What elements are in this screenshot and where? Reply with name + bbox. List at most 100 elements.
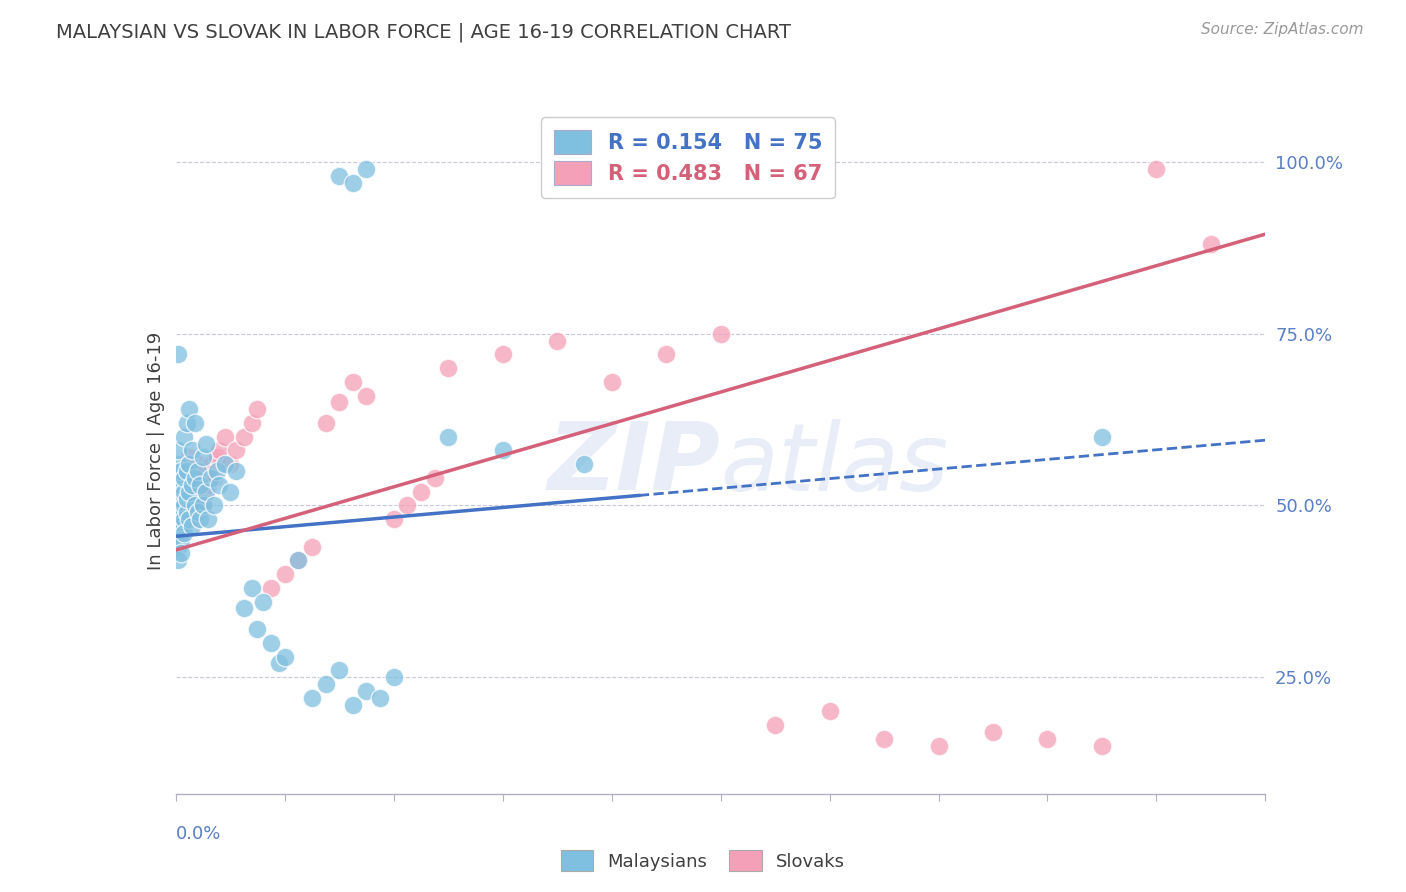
Point	[437, 430, 460, 444]
Point	[246, 622, 269, 636]
Point	[173, 464, 195, 478]
Point	[186, 457, 209, 471]
Point	[179, 478, 201, 492]
Point	[167, 478, 190, 492]
Point	[176, 457, 198, 471]
Point	[181, 471, 204, 485]
Point	[205, 464, 228, 478]
Point	[167, 540, 190, 554]
Point	[179, 505, 201, 519]
Point	[328, 169, 350, 183]
Point	[274, 567, 297, 582]
Point	[492, 443, 515, 458]
Point	[170, 478, 193, 492]
Point	[170, 505, 193, 519]
Point	[170, 512, 193, 526]
Point	[170, 546, 193, 561]
Point	[546, 334, 568, 348]
Point	[170, 464, 193, 478]
Point	[170, 491, 193, 506]
Point	[167, 471, 190, 485]
Point	[574, 457, 596, 471]
Point	[181, 478, 204, 492]
Point	[287, 553, 309, 567]
Point	[437, 361, 460, 376]
Point	[179, 484, 201, 499]
Point	[167, 533, 190, 547]
Text: MALAYSIAN VS SLOVAK IN LABOR FORCE | AGE 16-19 CORRELATION CHART: MALAYSIAN VS SLOVAK IN LABOR FORCE | AGE…	[56, 22, 792, 42]
Point	[167, 443, 190, 458]
Legend: R = 0.154   N = 75, R = 0.483   N = 67: R = 0.154 N = 75, R = 0.483 N = 67	[541, 118, 835, 198]
Point	[315, 416, 337, 430]
Point	[176, 484, 198, 499]
Point	[167, 491, 190, 506]
Point	[184, 499, 207, 513]
Point	[260, 636, 283, 650]
Point	[202, 471, 225, 485]
Point	[167, 525, 190, 540]
Point	[176, 416, 198, 430]
Point	[176, 491, 198, 506]
Point	[173, 499, 195, 513]
Point	[818, 705, 841, 719]
Point	[328, 663, 350, 677]
Point	[170, 499, 193, 513]
Point	[301, 540, 323, 554]
Point	[191, 464, 214, 478]
Point	[710, 326, 733, 341]
Point	[167, 505, 190, 519]
Point	[173, 478, 195, 492]
Point	[655, 347, 678, 361]
Point	[246, 402, 269, 417]
Point	[368, 690, 391, 705]
Point	[981, 725, 1004, 739]
Point	[409, 484, 432, 499]
Point	[396, 499, 419, 513]
Point	[191, 499, 214, 513]
Point	[179, 457, 201, 471]
Point	[1144, 161, 1167, 176]
Point	[1091, 430, 1114, 444]
Point	[1091, 739, 1114, 753]
Point	[179, 402, 201, 417]
Point	[423, 471, 446, 485]
Point	[173, 512, 195, 526]
Point	[356, 161, 378, 176]
Point	[167, 553, 190, 567]
Point	[181, 519, 204, 533]
Point	[219, 457, 242, 471]
Point	[197, 512, 219, 526]
Point	[382, 512, 405, 526]
Point	[202, 499, 225, 513]
Point	[269, 657, 291, 671]
Point	[186, 505, 209, 519]
Point	[184, 471, 207, 485]
Point	[170, 519, 193, 533]
Point	[382, 670, 405, 684]
Point	[173, 505, 195, 519]
Point	[873, 731, 896, 746]
Point	[287, 553, 309, 567]
Text: 0.0%: 0.0%	[176, 825, 221, 843]
Point	[214, 457, 236, 471]
Point	[240, 581, 263, 595]
Point	[200, 471, 222, 485]
Point	[167, 512, 190, 526]
Point	[219, 484, 242, 499]
Legend: Malaysians, Slovaks: Malaysians, Slovaks	[554, 843, 852, 879]
Point	[328, 395, 350, 409]
Point	[225, 443, 247, 458]
Point	[600, 375, 623, 389]
Point	[260, 581, 283, 595]
Point	[1199, 237, 1222, 252]
Point	[191, 450, 214, 465]
Point	[232, 430, 254, 444]
Point	[181, 443, 204, 458]
Text: Source: ZipAtlas.com: Source: ZipAtlas.com	[1201, 22, 1364, 37]
Point	[184, 416, 207, 430]
Point	[200, 457, 222, 471]
Point	[301, 690, 323, 705]
Point	[214, 430, 236, 444]
Point	[188, 478, 211, 492]
Point	[342, 375, 364, 389]
